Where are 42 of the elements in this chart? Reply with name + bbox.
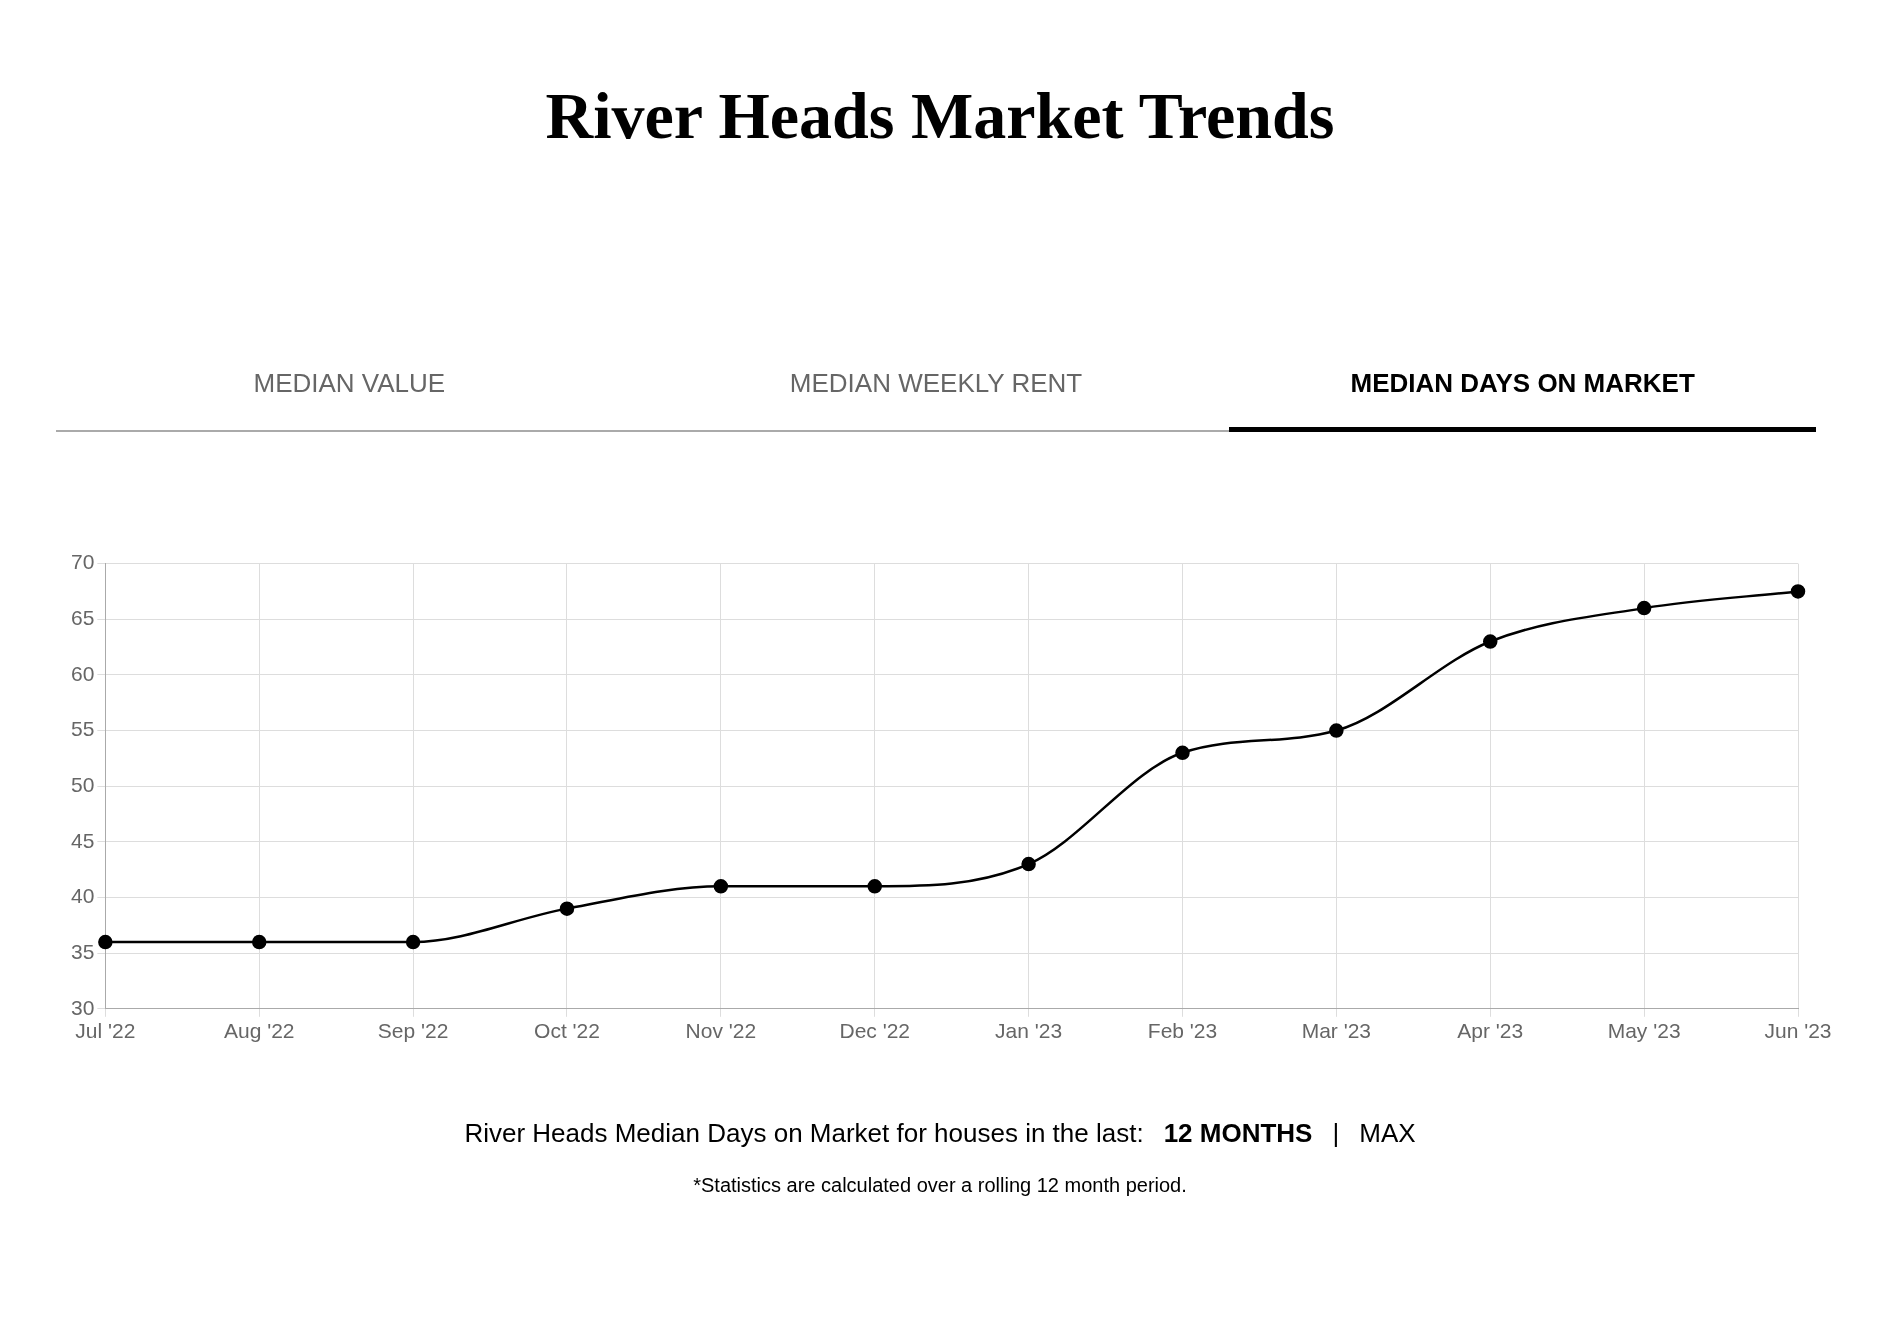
- x-tick-label: Mar '23: [1301, 1019, 1372, 1043]
- chart-title: River Heads Market Trends: [544, 78, 1336, 154]
- x-tick-label: May '23: [1607, 1019, 1681, 1043]
- text: MEDIAN VALUE: [56, 368, 643, 432]
- y-tick-label: 40: [71, 884, 95, 908]
- text: |: [1332, 1118, 1340, 1148]
- text: River Heads Median Days on Market for houses in the last:: [464, 1118, 1144, 1148]
- x-tick-label: Jul '22: [75, 1019, 136, 1043]
- point: [98, 934, 113, 950]
- x-tick-label: Dec '22: [839, 1019, 911, 1043]
- y-tick-label: 65: [71, 606, 95, 630]
- x-tick-label: Apr '23: [1457, 1019, 1524, 1043]
- point: [1483, 634, 1498, 649]
- point: [1790, 584, 1806, 599]
- y-tick-label: 55: [71, 717, 95, 741]
- text: MEDIAN WEEKLY RENT: [642, 368, 1230, 432]
- text: MEDIAN DAYS ON MARKET: [1229, 368, 1817, 432]
- y-tick-label: 70: [71, 550, 95, 574]
- x-tick-label: Jan '23: [995, 1019, 1063, 1043]
- y-tick-label: 60: [71, 661, 95, 685]
- point: [1636, 600, 1652, 616]
- point: [1175, 745, 1190, 761]
- x-tick-label: Sep '22: [377, 1019, 449, 1043]
- point: [1021, 856, 1036, 872]
- x-tick-label: Feb '23: [1147, 1019, 1218, 1043]
- point: [559, 901, 575, 916]
- point: [405, 934, 421, 950]
- y-tick-label: 30: [71, 995, 95, 1019]
- y-tick-label: 35: [71, 939, 95, 963]
- text: 12 MONTHS: [1163, 1118, 1313, 1148]
- point: [1329, 723, 1344, 738]
- point: [867, 879, 882, 894]
- y-tick-label: 50: [71, 773, 95, 796]
- x-tick-label: Nov '22: [685, 1019, 757, 1043]
- point: [251, 934, 267, 950]
- x-tick-label: Aug '22: [223, 1019, 295, 1043]
- x-tick-label: Oct '22: [534, 1019, 600, 1043]
- text: MAX: [1359, 1118, 1416, 1148]
- point: [713, 879, 729, 894]
- x-tick-label: Jun '23: [1764, 1019, 1832, 1043]
- y-tick-label: 45: [71, 828, 95, 852]
- text: *Statistics are calculated over a rolling 12 month period.: [692, 1174, 1188, 1197]
